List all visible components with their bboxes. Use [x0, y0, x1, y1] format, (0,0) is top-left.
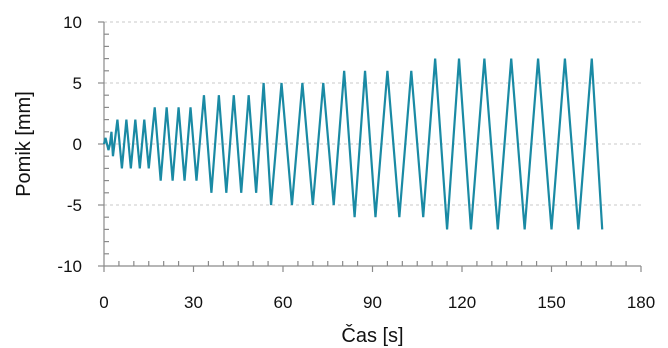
y-axis-title: Pomik [mm]	[13, 91, 35, 197]
x-axis-title: Čas [s]	[341, 324, 403, 347]
y-tick-label: -5	[67, 196, 82, 215]
data-points	[103, 58, 603, 230]
x-tick-label: 120	[448, 293, 476, 312]
y-tick-label: 5	[73, 74, 82, 93]
tick-labels: -10 -5 0 5 10 0 30 60 90 120 150 180	[57, 13, 655, 312]
x-tick-label: 60	[274, 293, 293, 312]
y-tick-label: -10	[57, 257, 82, 276]
x-tick-label: 180	[627, 293, 655, 312]
y-tick-label: 10	[63, 13, 82, 32]
x-tick-label: 30	[184, 293, 203, 312]
y-tick-label: 0	[73, 135, 82, 154]
x-tick-label: 0	[99, 293, 108, 312]
x-tick-label: 90	[363, 293, 382, 312]
x-tick-label: 150	[537, 293, 565, 312]
tick-marks	[98, 21, 642, 272]
